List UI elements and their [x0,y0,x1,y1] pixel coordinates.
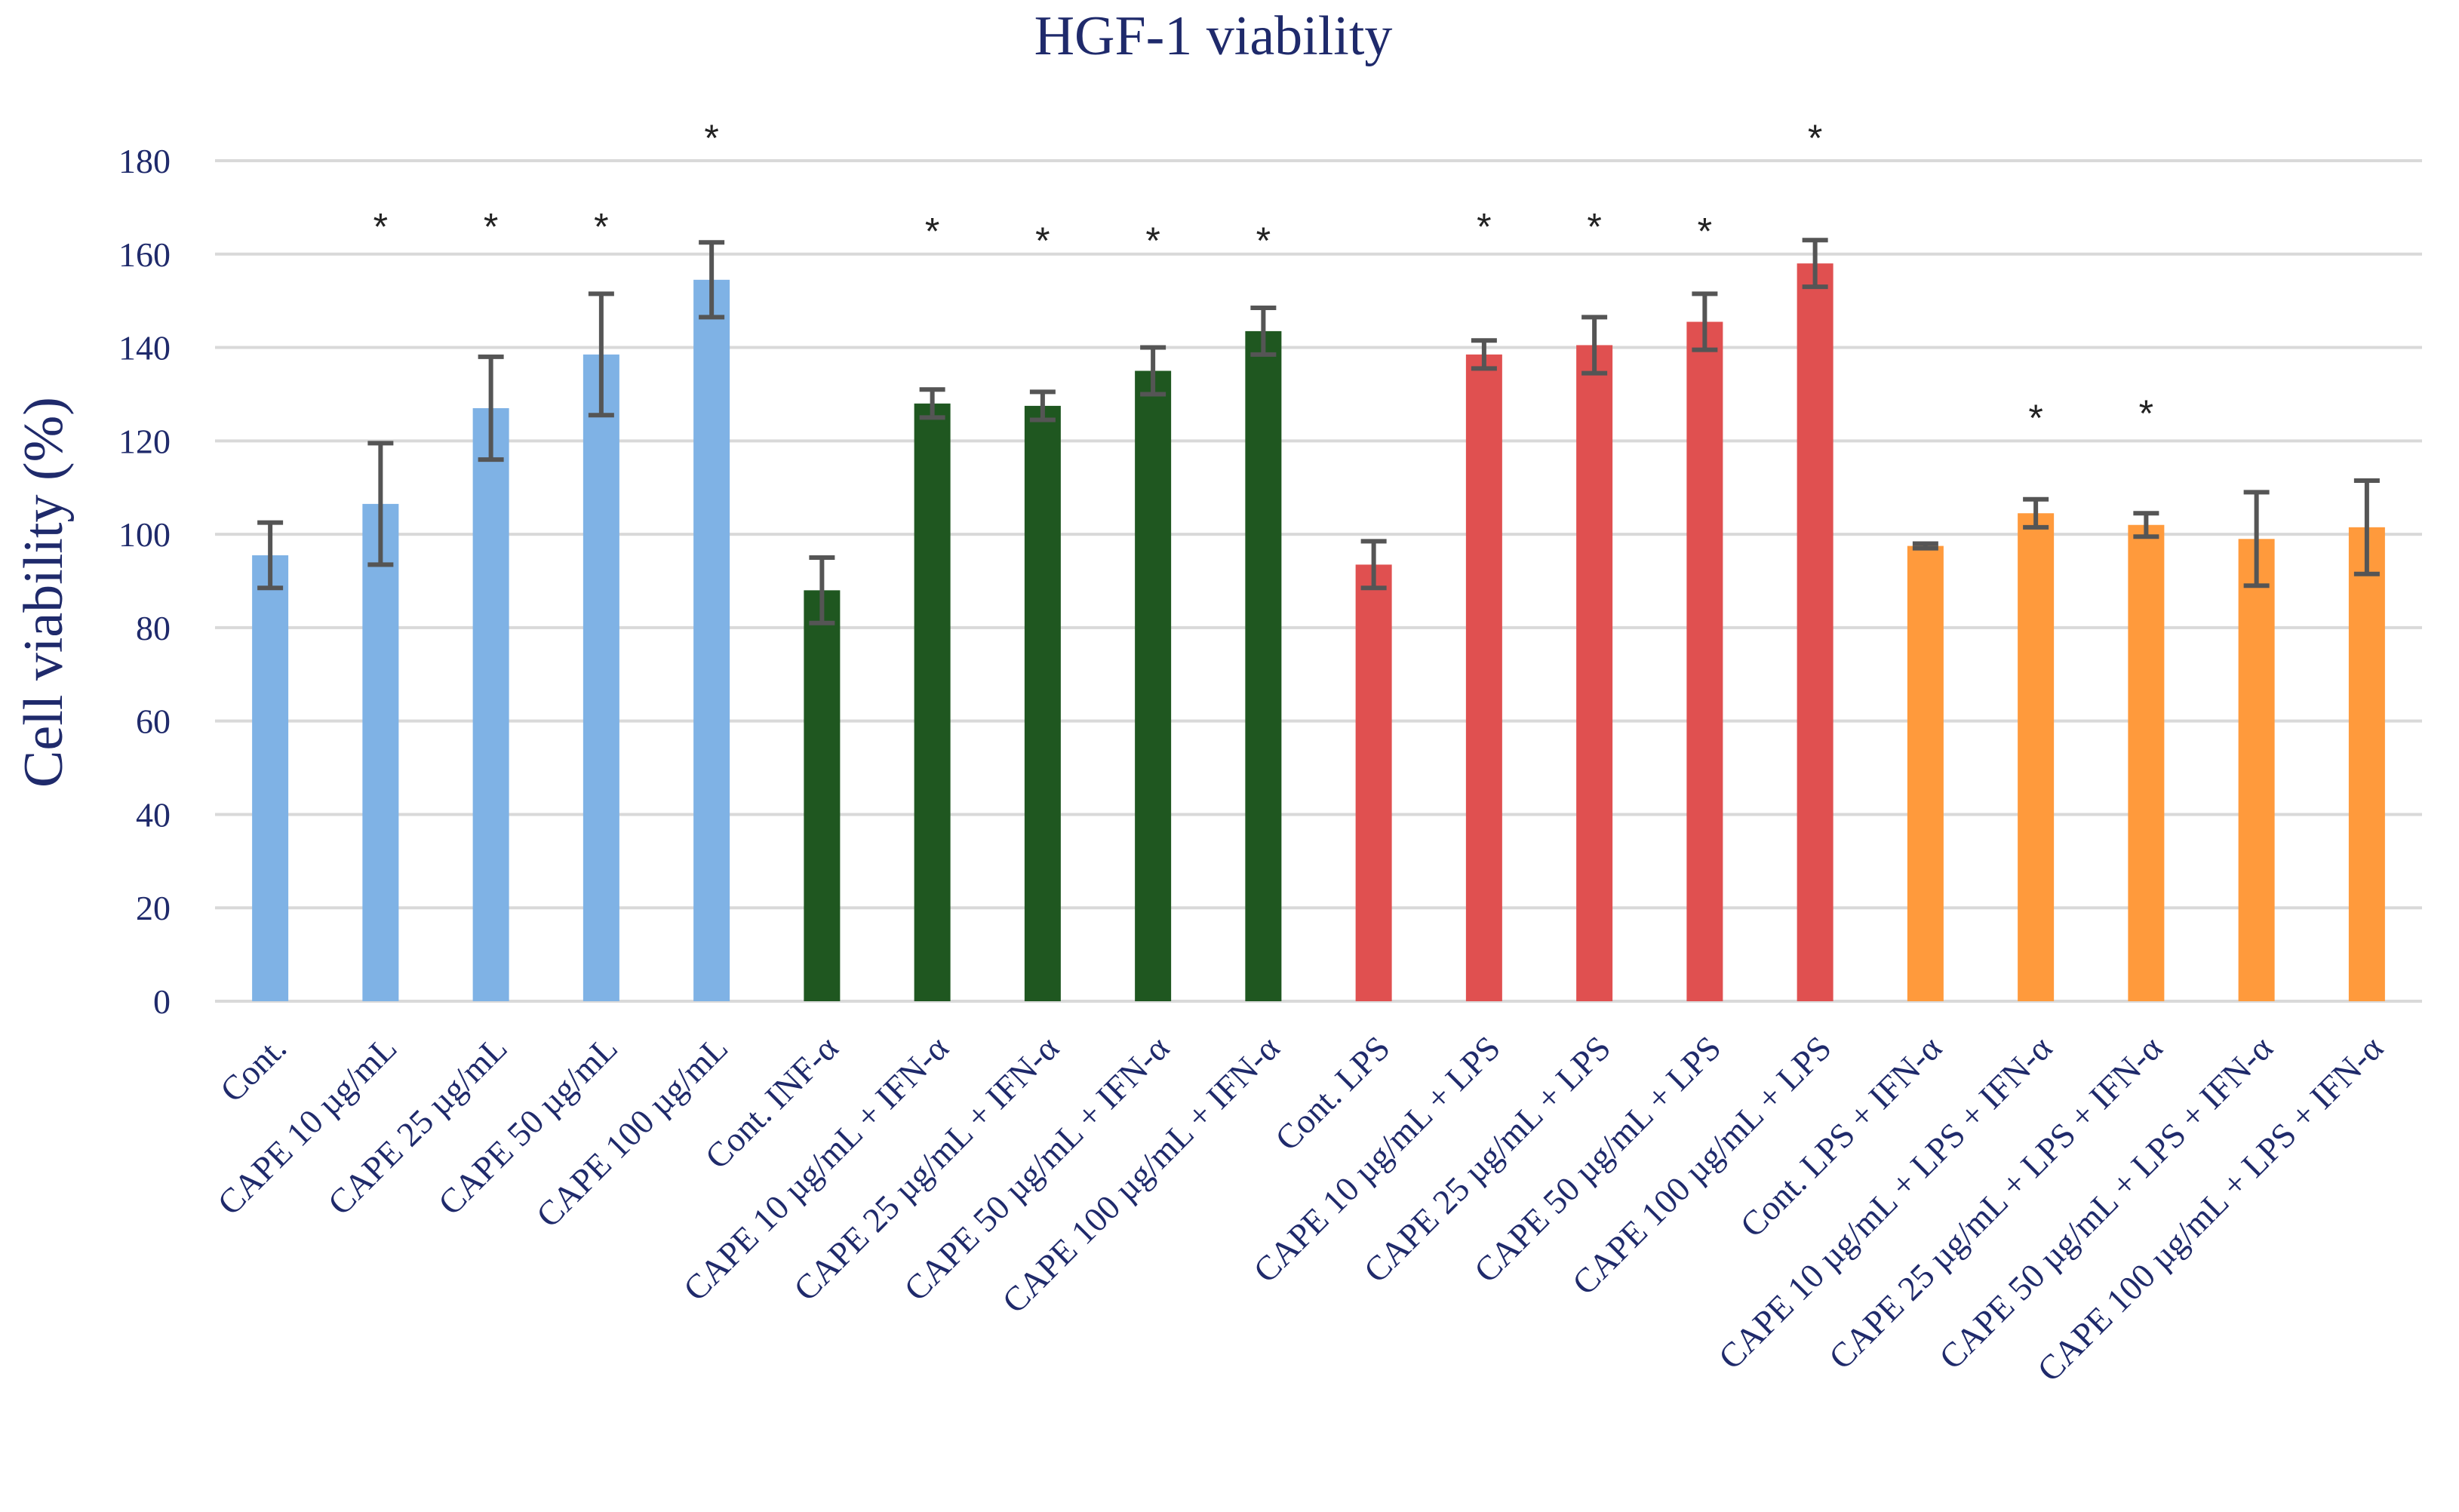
significance-star: * [373,205,388,247]
bar [804,590,841,1001]
bar [693,279,730,1002]
significance-star: * [594,205,608,247]
bar [1465,354,1502,1002]
significance-star: * [2028,397,2043,439]
x-tick-label: Cont. LPS + IFN-α [1732,1028,1949,1245]
significance-star: * [1698,211,1712,253]
y-tick-label: 20 [136,889,171,927]
chart-title: HGF-1 viability [1034,5,1393,67]
bar [2018,513,2055,1001]
y-tick-labels: 0 20 40 60 80 100 120 140 160 180 [118,142,171,1021]
y-axis-label: Cell viability (%) [13,397,75,788]
significance-star: * [1256,220,1271,262]
y-tick-label: 120 [118,422,171,460]
error-bars [257,238,2380,625]
bar [2238,539,2275,1001]
x-tick-label: Cont. [213,1028,294,1109]
bar [2348,527,2385,1001]
y-tick-label: 160 [118,235,171,274]
bar [2128,524,2165,1001]
bar [1135,370,1172,1001]
bar [1024,405,1061,1001]
significance-star: * [1587,205,1601,247]
y-tick-label: 180 [118,142,171,180]
significance-star: * [484,205,498,247]
significance-star: * [1145,220,1160,262]
bar [362,503,399,1001]
x-tick-label: CAPE 100 µg/mL [529,1028,735,1234]
bar [252,555,289,1001]
y-tick-label: 40 [136,795,171,834]
significance-star: * [2139,392,2153,435]
significance-star: * [1477,205,1491,247]
y-tick-label: 60 [136,702,171,741]
bar [1355,564,1392,1001]
bars [252,263,2385,1002]
significance-markers: * * * * * * * * * * * * * * [373,117,2153,439]
bar [472,408,509,1001]
bar [582,354,619,1002]
y-tick-label: 80 [136,609,171,647]
y-tick-label: 140 [118,329,171,367]
gridlines [215,159,2422,1003]
y-tick-label: 0 [153,982,171,1021]
bar [914,403,951,1001]
significance-star: * [925,211,939,253]
bar [1907,545,1944,1001]
bar [1245,330,1282,1002]
bar [1576,345,1613,1001]
y-tick-label: 100 [118,515,171,554]
significance-star: * [1035,220,1050,262]
bar [1797,263,1833,1002]
bar [1686,321,1723,1001]
significance-star: * [704,117,718,159]
significance-star: * [1808,117,1822,159]
